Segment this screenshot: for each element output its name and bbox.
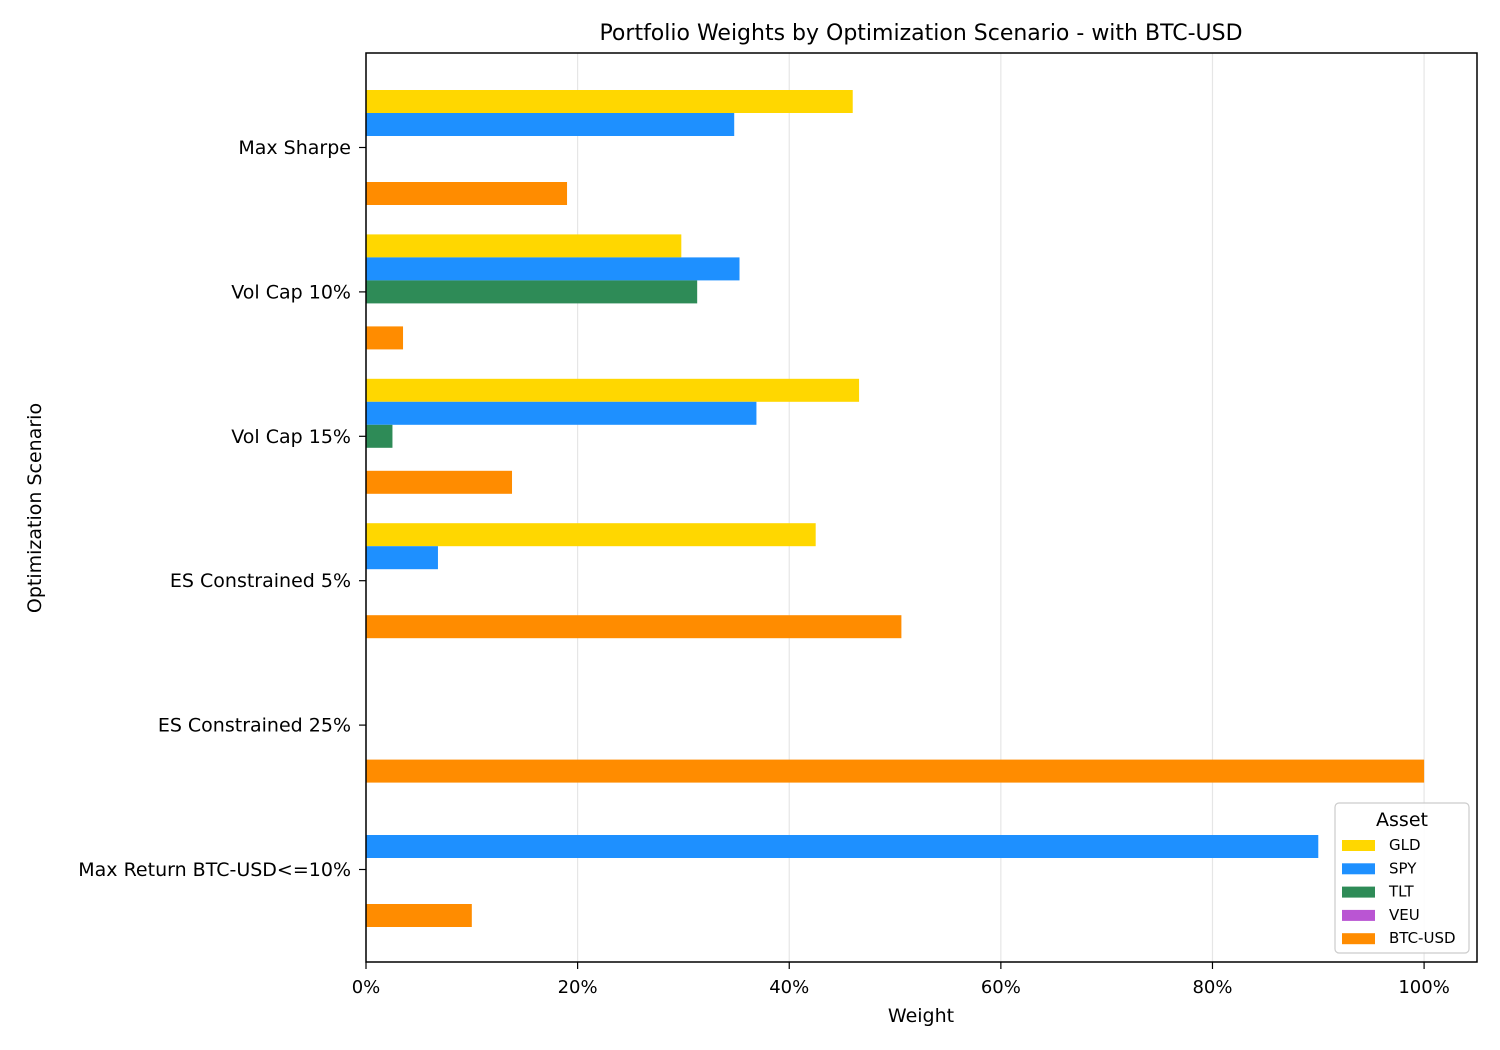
bar-spy-5 [366,835,1319,858]
legend-swatch-spy [1342,863,1375,875]
legend-swatch-gld [1342,840,1375,851]
legend-swatch-btc-usd [1342,933,1375,945]
bar-btc-usd-4 [366,759,1425,783]
legend: Asset GLD SPY TLT VEU BTC-USD [1334,802,1470,954]
x-tick-label: 80% [1192,977,1232,998]
legend-swatch-veu [1342,909,1375,921]
x-axis-ticks: 0% 20% 40% 60% 80% 100% [352,962,1450,998]
legend-label-veu: VEU [1389,906,1420,924]
legend-label-btc-usd: BTC-USD [1389,929,1456,947]
y-tick-label: ES Constrained 5% [170,570,351,592]
bar-btc-usd-2 [366,470,513,494]
x-tick-label: 40% [769,977,809,998]
chart-title: Portfolio Weights by Optimization Scenar… [599,21,1242,46]
y-tick-label: ES Constrained 25% [158,715,351,737]
y-tick-label: Max Return BTC-USD<=10% [78,859,351,881]
bar-spy-0 [366,113,735,136]
legend-label-gld: GLD [1389,836,1421,854]
bar-tlt-1 [366,280,698,304]
legend-label-tlt: TLT [1388,883,1414,901]
bar-gld-1 [366,234,682,258]
x-tick-label: 20% [558,977,598,998]
x-tick-label: 0% [352,977,381,998]
bar-btc-usd-1 [366,326,404,350]
x-tick-label: 60% [981,977,1021,998]
legend-title: Asset [1376,809,1428,831]
bar-gld-2 [366,378,860,402]
plot-frame [365,52,1478,963]
bars [366,90,1425,927]
y-tick-label: Vol Cap 10% [231,281,351,303]
y-axis-ticks: Max Sharpe Vol Cap 10% Vol Cap 15% ES Const… [78,137,366,881]
bar-spy-2 [366,401,757,425]
x-axis-label: Weight [888,1005,954,1027]
bar-btc-usd-3 [366,615,902,639]
y-tick-label: Max Sharpe [238,137,351,159]
legend-swatch-tlt [1342,886,1375,898]
y-tick-label: Vol Cap 15% [231,426,351,448]
x-tick-label: 100% [1398,977,1449,998]
y-axis-label: Optimization Scenario [24,403,46,613]
bar-tlt-2 [366,424,393,448]
legend-label-spy: SPY [1389,859,1417,877]
bar-spy-3 [366,546,438,570]
bar-spy-1 [366,257,740,281]
bar-btc-usd-0 [366,182,568,205]
bar-btc-usd-5 [366,904,472,927]
bar-gld-3 [366,523,816,547]
bar-gld-0 [366,90,853,113]
